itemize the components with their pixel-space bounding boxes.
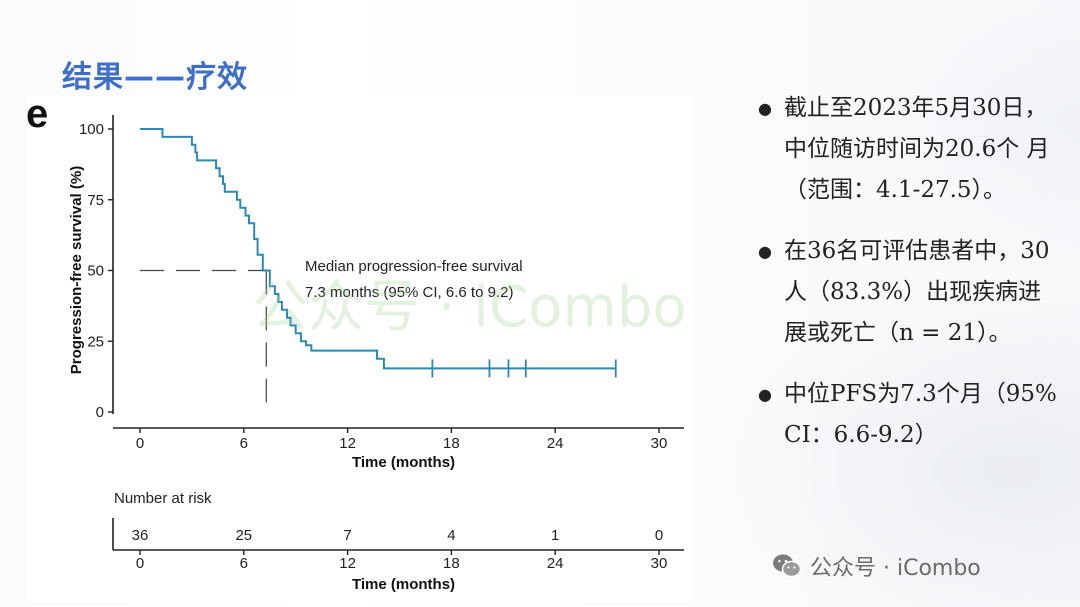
risk-count-label: 7 [343,527,351,544]
survival-curve [140,128,616,370]
slide-title: 结果——疗效 [62,60,248,95]
x-tick-label: 6 [240,435,248,452]
risk-x-axis-title: Time (months) [352,576,455,593]
x-tick-label: 12 [339,435,356,452]
risk-x-tick-label: 0 [136,555,144,572]
panel-label: e [26,92,49,136]
bullet-item: ● 在36名可评估患者中，30人（83.3%）出现疾病进展或死亡（n = 21）… [758,231,1058,354]
x-tick-label: 30 [651,435,668,452]
bullet-text: 在36名可评估患者中，30人（83.3%）出现疾病进展或死亡（n = 21）。 [784,238,1050,346]
chart-labels-layer: Time (months) Progression-free survival (… [68,166,523,471]
y-tick-label: 100 [79,121,104,138]
median-reference-lines [140,269,267,412]
x-tick-label: 24 [547,435,564,452]
x-tick-label: 0 [136,435,144,452]
y-tick-label: 25 [87,333,104,350]
bullet-dot-icon: ● [758,99,772,118]
figure-panel [26,96,694,601]
median-annotation-line: Median progression-free survival [305,258,523,275]
wechat-icon [773,554,802,578]
bullet-list: ● 截止至2023年5月30日，中位随访时间为20.6个 月（范围：4.1-27… [758,88,1058,476]
x-tick-label: 18 [443,435,460,452]
y-tick-label: 75 [87,192,104,209]
watermark-bottom: 公众号 · iCombo [772,550,981,582]
bullet-dot-icon: ● [758,242,772,261]
bullet-item: ● 中位PFS为7.3个月（95% CI：6.6-9.2） [758,374,1058,456]
risk-x-tick-label: 6 [240,555,248,572]
watermark-center: 公众号 · iCombo [252,275,687,340]
main-axes: 0 25 50 75 100 0 6 12 18 24 30 [79,115,684,452]
risk-table-title: Number at risk [114,490,212,507]
y-tick-label: 0 [96,404,104,421]
risk-x-tick-label: 12 [339,555,356,572]
bullet-text: 截止至2023年5月30日，中位随访时间为20.6个 月（范围：4.1-27.5… [784,95,1050,203]
median-annotation-line: 7.3 months (95% CI, 6.6 to 9.2) [305,284,513,301]
y-tick-label: 50 [87,263,104,280]
x-axis-title: Time (months) [352,454,455,471]
risk-count-label: 0 [655,527,663,544]
risk-count-label: 36 [132,527,149,544]
risk-count-label: 1 [551,527,559,544]
risk-x-tick-label: 18 [443,555,460,572]
y-axis-title: Progression-free survival (%) [68,166,85,374]
bullet-dot-icon: ● [758,385,772,404]
watermark-bottom-text: 公众号 · iCombo [810,556,981,581]
survival-curve-layer [140,128,617,378]
bullet-text: 中位PFS为7.3个月（95% CI：6.6-9.2） [784,381,1057,448]
risk-count-label: 4 [447,527,455,544]
risk-x-tick-label: 30 [651,555,668,572]
risk-x-tick-label: 24 [547,555,564,572]
risk-count-label: 25 [235,527,252,544]
bullet-item: ● 截止至2023年5月30日，中位随访时间为20.6个 月（范围：4.1-27… [758,88,1058,211]
